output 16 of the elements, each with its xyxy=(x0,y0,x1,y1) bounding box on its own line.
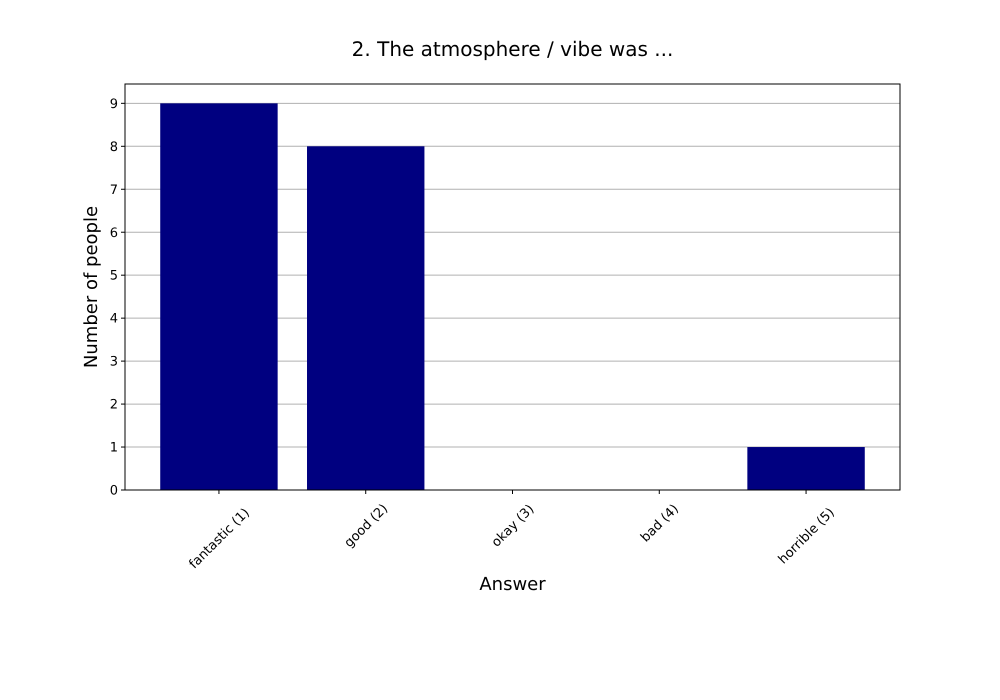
y-tick-label: 7 xyxy=(110,182,118,198)
y-axis-title: Number of people xyxy=(81,206,102,368)
bar xyxy=(307,146,424,490)
y-tick-label: 4 xyxy=(110,312,118,327)
y-tick-label: 6 xyxy=(110,226,118,241)
y-tick-label: 8 xyxy=(110,140,118,155)
y-tick-label: 5 xyxy=(110,268,118,284)
y-tick-label: 0 xyxy=(110,484,118,499)
y-tick-label: 3 xyxy=(110,354,118,370)
y-tick-label: 2 xyxy=(110,398,118,413)
y-tick-label: 9 xyxy=(110,96,118,112)
chart-title: 2. The atmosphere / vibe was ... xyxy=(352,37,674,61)
bar xyxy=(160,103,278,490)
y-tick-label: 1 xyxy=(110,440,118,456)
x-axis-title: Answer xyxy=(479,574,546,595)
bar xyxy=(747,447,865,490)
